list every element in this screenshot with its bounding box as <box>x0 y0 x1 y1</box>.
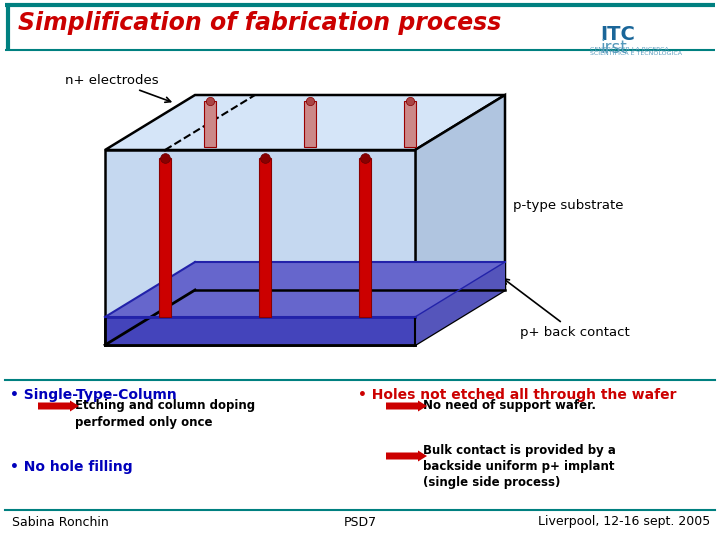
Polygon shape <box>259 158 271 317</box>
Text: PSD7: PSD7 <box>343 516 377 529</box>
Polygon shape <box>105 262 505 317</box>
Polygon shape <box>304 100 316 147</box>
Polygon shape <box>204 100 216 147</box>
Text: Bulk contact is provided by a
backside uniform p+ implant
(single side process): Bulk contact is provided by a backside u… <box>423 444 616 489</box>
FancyArrow shape <box>38 401 79 411</box>
Text: SCIENTIFICA E TECNOLOGICA: SCIENTIFICA E TECNOLOGICA <box>590 51 682 56</box>
Text: Liverpool, 12-16 sept. 2005: Liverpool, 12-16 sept. 2005 <box>538 516 710 529</box>
Text: ITC: ITC <box>600 25 635 44</box>
Polygon shape <box>415 95 505 345</box>
Text: n+ electrodes: n+ electrodes <box>65 73 171 102</box>
Text: p-type substrate: p-type substrate <box>513 199 624 213</box>
Polygon shape <box>415 262 505 345</box>
Text: • Holes not etched all through the wafer: • Holes not etched all through the wafer <box>358 388 677 402</box>
Polygon shape <box>105 150 415 345</box>
Text: p+ back contact: p+ back contact <box>504 279 630 339</box>
Polygon shape <box>105 317 415 345</box>
Text: irst: irst <box>600 39 626 57</box>
Polygon shape <box>159 158 171 317</box>
Text: Sabina Ronchin: Sabina Ronchin <box>12 516 109 529</box>
Polygon shape <box>359 158 371 317</box>
Text: • Single-Type-Column: • Single-Type-Column <box>10 388 176 402</box>
FancyArrow shape <box>386 450 427 462</box>
Text: CENTRO PER LA RICERCA: CENTRO PER LA RICERCA <box>590 47 669 52</box>
Polygon shape <box>105 95 505 150</box>
Text: No need of support wafer.: No need of support wafer. <box>423 399 596 412</box>
Text: Etching and column doping
performed only once: Etching and column doping performed only… <box>75 399 255 429</box>
Polygon shape <box>404 100 416 147</box>
Text: • No hole filling: • No hole filling <box>10 460 132 474</box>
Text: Simplification of fabrication process: Simplification of fabrication process <box>18 11 501 35</box>
FancyArrow shape <box>386 401 427 411</box>
